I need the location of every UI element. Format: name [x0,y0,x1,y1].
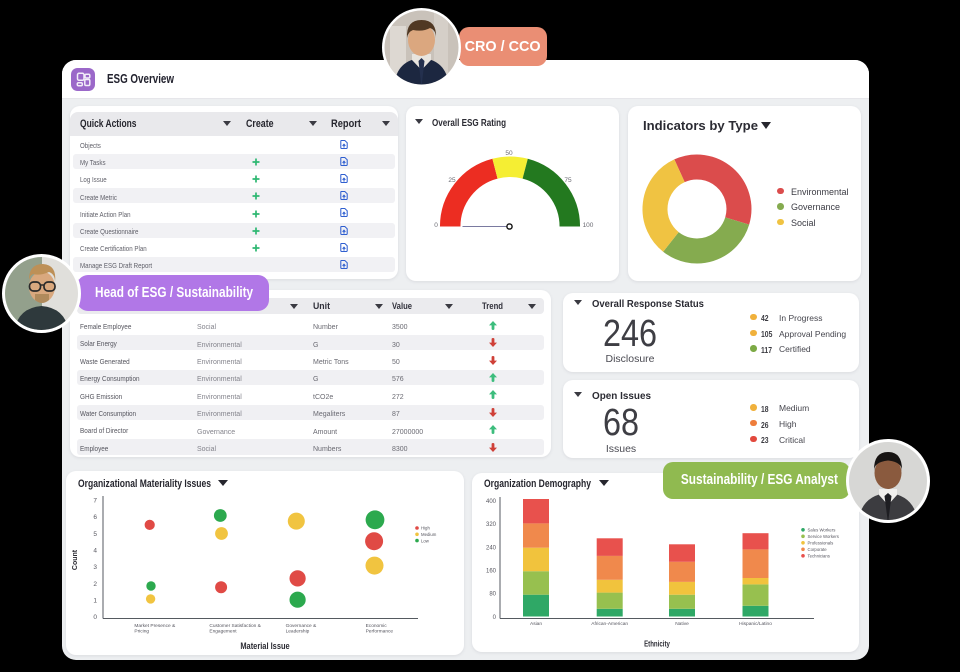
svg-text:Material Issue: Material Issue [240,641,290,651]
svg-text:2: 2 [93,581,97,588]
svg-text:Customer Satisfaction &: Customer Satisfaction & [209,623,261,629]
svg-text:Professionals: Professionals [808,540,834,545]
svg-text:Medium: Medium [421,532,437,537]
svg-text:400: 400 [486,499,497,505]
svg-text:80: 80 [489,592,496,598]
svg-text:Economic: Economic [366,623,388,629]
svg-text:Sales Workers: Sales Workers [808,527,836,532]
svg-text:High: High [421,526,430,531]
svg-text:Low: Low [421,538,430,543]
svg-text:Corporate: Corporate [808,547,828,552]
svg-text:1: 1 [93,598,97,605]
svg-text:320: 320 [486,522,497,528]
svg-text:Engagement: Engagement [209,629,237,635]
svg-text:5: 5 [93,531,97,538]
svg-text:160: 160 [486,569,497,575]
svg-text:Count: Count [72,549,79,570]
svg-text:3: 3 [93,564,97,571]
svg-text:Leadership: Leadership [286,629,310,635]
svg-text:0: 0 [493,615,497,621]
svg-text:Hispanic/Latino: Hispanic/Latino [739,621,772,627]
svg-text:Service Workers: Service Workers [808,534,839,539]
svg-text:6: 6 [93,514,97,521]
svg-text:African-American: African-American [591,621,628,627]
svg-text:Technicians: Technicians [808,553,830,558]
svg-text:Asian: Asian [530,621,542,627]
svg-text:50: 50 [505,150,513,157]
svg-text:Market Presence &: Market Presence & [134,623,176,629]
svg-text:0: 0 [93,614,97,621]
svg-text:0: 0 [434,222,438,229]
svg-text:Ethnicity: Ethnicity [644,638,671,648]
svg-text:Performance: Performance [366,629,394,635]
svg-text:Pricing: Pricing [134,629,149,635]
svg-text:240: 240 [486,545,497,551]
svg-text:Native: Native [675,621,689,627]
svg-text:100: 100 [583,222,594,229]
svg-text:Governance &: Governance & [286,623,317,629]
svg-text:7: 7 [93,498,97,505]
svg-text:75: 75 [564,177,572,184]
svg-text:4: 4 [93,548,97,555]
svg-text:25: 25 [448,177,456,184]
